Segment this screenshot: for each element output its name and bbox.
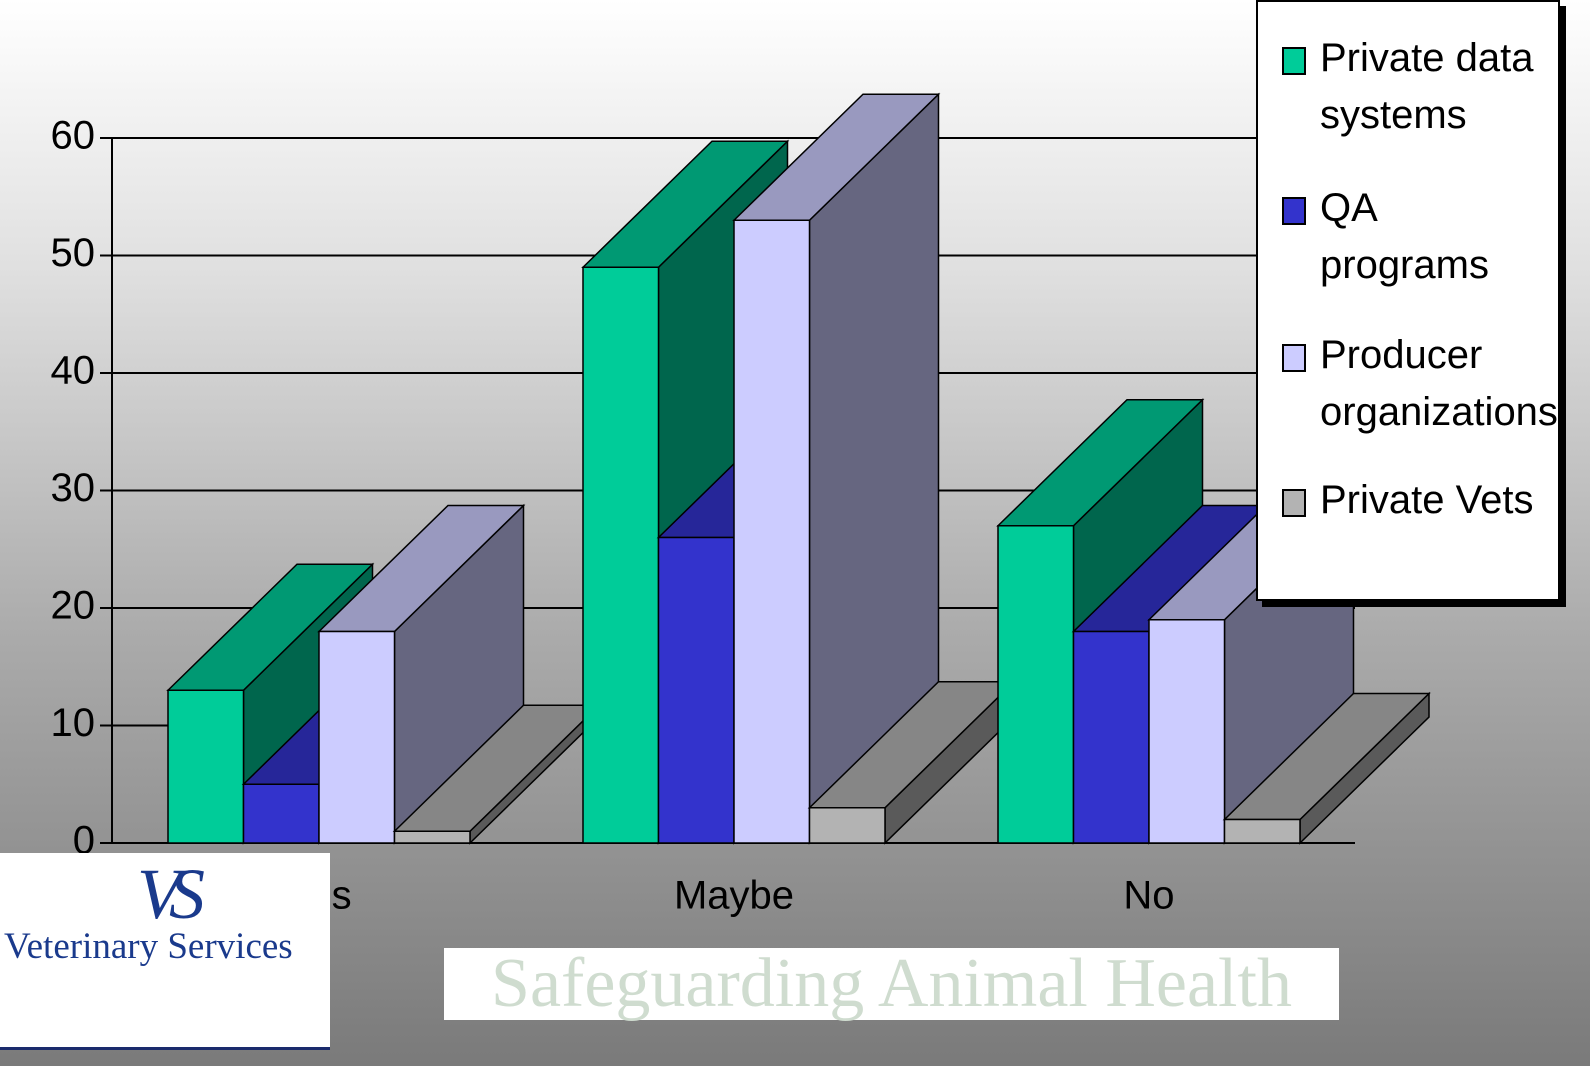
logo-mark: VS xyxy=(137,854,205,934)
legend: Private data systems QA programs Producer … xyxy=(1256,0,1560,601)
bar xyxy=(1072,630,1150,844)
x-tick-label: Maybe xyxy=(674,874,794,918)
legend-swatch xyxy=(1282,489,1306,517)
y-tick-label: 30 xyxy=(51,466,96,510)
legend-item: QA programs xyxy=(1282,180,1552,294)
bar xyxy=(242,783,320,844)
bar xyxy=(582,266,660,844)
legend-swatch xyxy=(1282,197,1306,225)
legend-item: Private data systems xyxy=(1282,30,1552,144)
bar xyxy=(997,525,1075,844)
bar xyxy=(393,830,471,844)
bar xyxy=(167,689,245,844)
bar xyxy=(1223,818,1301,844)
y-tick-label: 50 xyxy=(51,231,96,275)
logo-name: Veterinary Services xyxy=(4,926,293,967)
y-tick-label: 20 xyxy=(51,584,96,628)
legend-item: Private Vets xyxy=(1282,472,1552,529)
x-tick-label: No xyxy=(1123,874,1174,918)
y-tick-label: 10 xyxy=(51,701,96,745)
bar xyxy=(657,536,735,844)
legend-label: QA programs xyxy=(1320,186,1489,287)
bar xyxy=(318,630,396,844)
bar xyxy=(733,219,811,844)
tagline: Safeguarding Animal Health xyxy=(444,948,1339,1020)
y-tick-label: 40 xyxy=(51,349,96,393)
legend-swatch xyxy=(1282,344,1306,372)
legend-swatch xyxy=(1282,47,1306,75)
legend-item: Producer organizations xyxy=(1282,327,1558,441)
y-tick-label: 60 xyxy=(51,114,96,158)
bar xyxy=(1148,619,1226,844)
bar xyxy=(808,807,886,844)
legend-label: Producer organizations xyxy=(1320,333,1558,434)
y-tick-label: 0 xyxy=(73,819,95,863)
logo: VS Veterinary Services xyxy=(0,853,330,1050)
legend-label: Private Vets xyxy=(1320,478,1534,522)
legend-label: Private data systems xyxy=(1320,36,1534,137)
